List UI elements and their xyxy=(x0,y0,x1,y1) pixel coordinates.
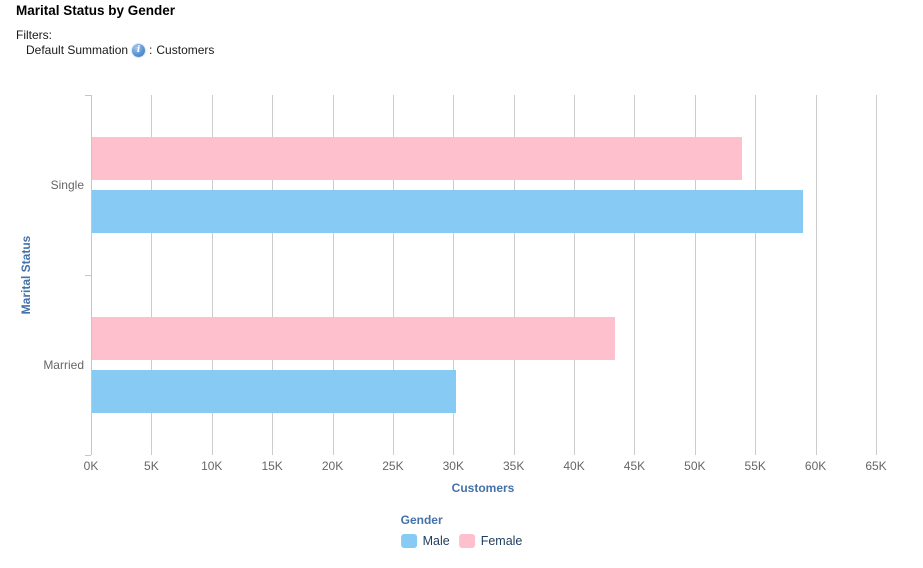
gridline xyxy=(272,95,274,455)
chart-title: Marital Status by Gender xyxy=(16,3,176,18)
gridline xyxy=(453,95,455,455)
filters-label: Filters: xyxy=(16,28,52,42)
y-axis-line xyxy=(91,95,92,455)
filter-separator: : xyxy=(149,43,153,57)
x-axis-tick-label: 5K xyxy=(144,459,159,473)
y-axis-tick xyxy=(85,95,91,96)
gridline xyxy=(151,95,153,455)
filter-name: Default Summation xyxy=(26,43,129,57)
filter-row: Default Summation i : Customers xyxy=(26,43,214,57)
legend-items: Male Female xyxy=(400,534,523,548)
x-axis-tick-label: 15K xyxy=(261,459,283,473)
info-icon[interactable]: i xyxy=(132,43,146,57)
x-axis-tick-label: 40K xyxy=(563,459,585,473)
legend-label: Female xyxy=(480,534,523,548)
gridline xyxy=(876,95,877,455)
x-axis-tick-label: 55K xyxy=(744,459,766,473)
gridline xyxy=(815,95,817,455)
x-axis-tick-label: 35K xyxy=(503,459,525,473)
gridline xyxy=(574,95,576,455)
gridline xyxy=(332,95,334,455)
x-axis-tick-label: 0K xyxy=(83,459,99,473)
x-axis-tick-label: 50K xyxy=(684,459,706,473)
y-axis-tick xyxy=(85,455,91,456)
legend-label: Male xyxy=(422,534,450,548)
gridline xyxy=(211,95,213,455)
legend-item-female[interactable]: Female xyxy=(458,534,523,548)
gridline xyxy=(392,95,394,455)
legend: Gender Male Female xyxy=(400,513,523,548)
y-axis-title: Marital Status xyxy=(19,235,33,315)
category-label: Married xyxy=(43,358,84,372)
x-axis-tick-label: 10K xyxy=(201,459,223,473)
gridline xyxy=(694,95,696,455)
x-axis-tick-label: 60K xyxy=(804,459,827,473)
legend-item-male[interactable]: Male xyxy=(400,534,450,548)
category-label: Single xyxy=(50,178,84,192)
x-axis-tick-label: 45K xyxy=(623,459,646,473)
x-axis-tick-label: 20K xyxy=(321,459,344,473)
legend-title: Gender xyxy=(400,513,443,527)
x-axis-tick-label: 25K xyxy=(382,459,404,473)
y-axis-tick xyxy=(85,275,91,276)
bar-single-male[interactable] xyxy=(92,190,804,233)
gridline xyxy=(755,95,757,455)
gridline xyxy=(634,95,636,455)
x-axis-tick-label: 65K xyxy=(865,459,887,473)
x-axis-tick-label: 30K xyxy=(442,459,464,473)
bar-married-female[interactable] xyxy=(92,317,615,360)
legend-swatch-male xyxy=(400,534,417,548)
bar-single-female[interactable] xyxy=(92,137,742,180)
bar-married-male[interactable] xyxy=(92,370,456,413)
legend-swatch-female xyxy=(458,534,475,548)
gridline xyxy=(513,95,515,455)
filter-value: Customers xyxy=(156,43,215,57)
x-axis-title: Customers xyxy=(451,481,515,495)
